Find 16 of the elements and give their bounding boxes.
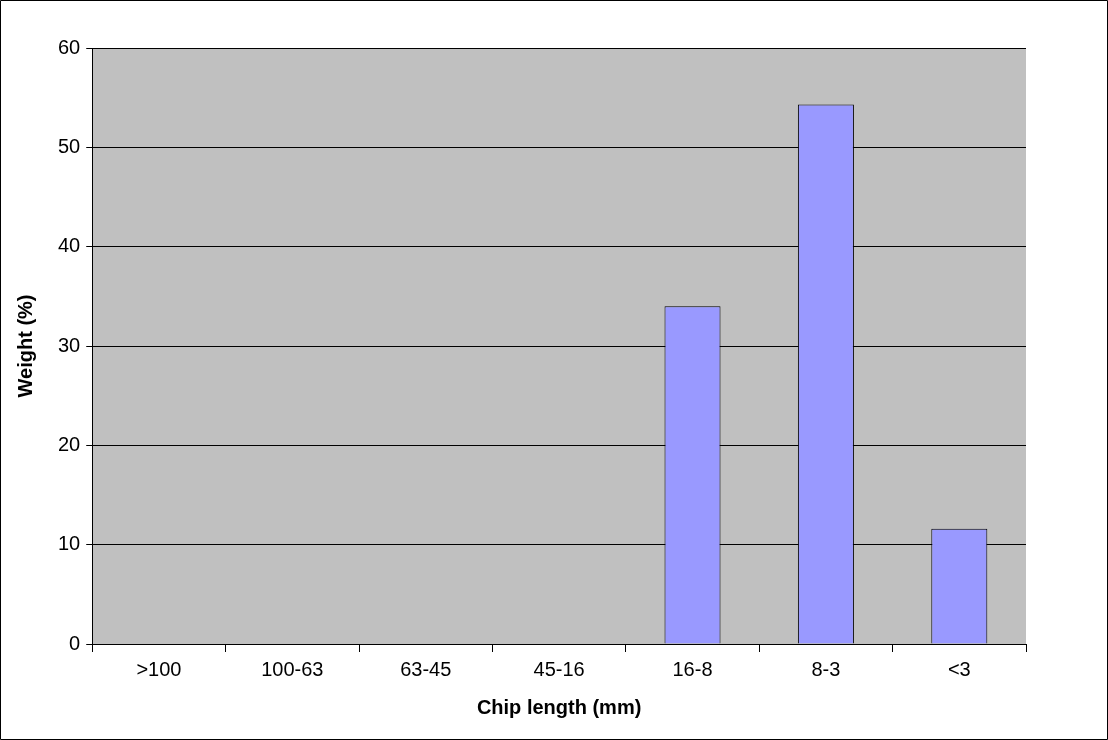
x-tick-label: 8-3 <box>811 657 841 680</box>
x-tick-label: >100 <box>136 657 182 680</box>
y-tick-label: 50 <box>58 134 81 157</box>
y-tick-label: 0 <box>69 631 81 654</box>
x-axis-title: Chip length (mm) <box>476 695 642 718</box>
y-tick-label: 10 <box>58 532 81 555</box>
x-tick-label: 45-16 <box>533 657 585 680</box>
x-tick-label: 63-45 <box>400 657 452 680</box>
x-tick-label: 16-8 <box>672 657 713 680</box>
y-tick-label: 30 <box>58 333 81 356</box>
y-axis-title: Weight (%) <box>13 294 36 398</box>
y-tick-label: 40 <box>58 234 81 257</box>
y-tick-label: 20 <box>58 432 81 455</box>
y-tick-label: 60 <box>58 35 81 58</box>
x-tick-label: <3 <box>947 657 971 680</box>
x-tick-label: 100-63 <box>261 657 324 680</box>
